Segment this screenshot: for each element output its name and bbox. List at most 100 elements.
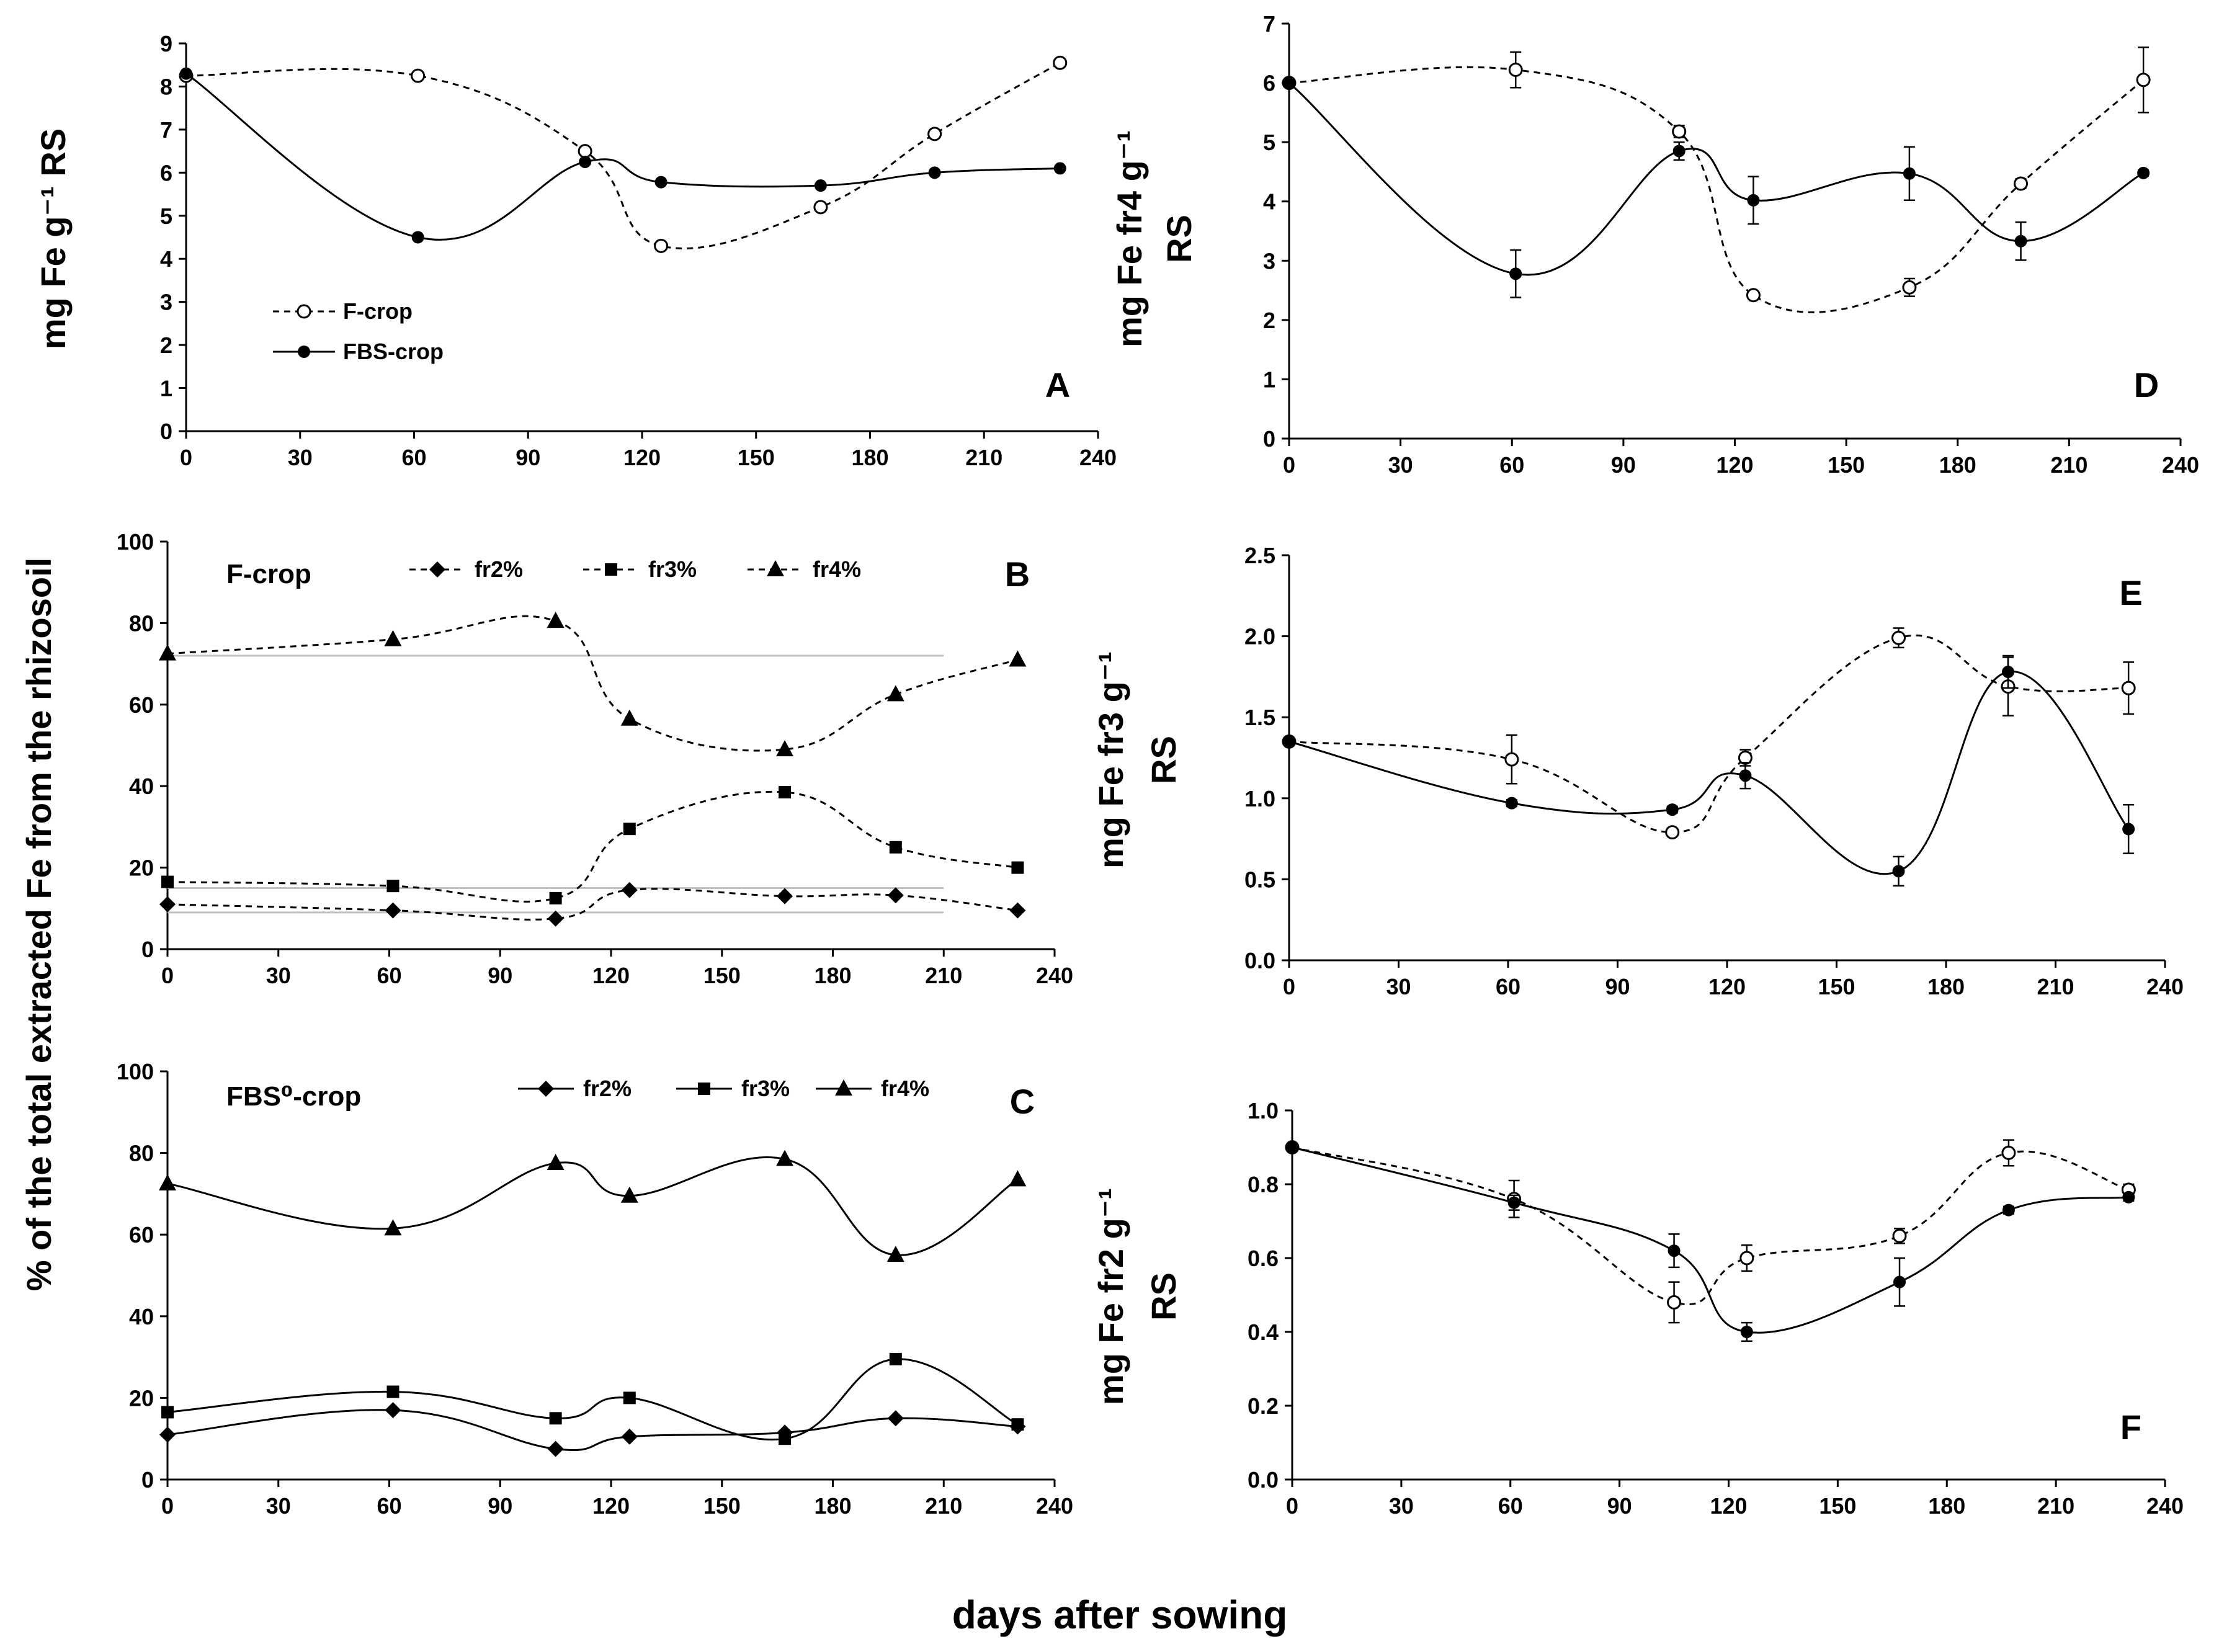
data-point [1892,1228,1907,1243]
data-point [159,1426,176,1443]
x-tick-label: 60 [1498,1493,1523,1519]
panel-label-B: B [1005,555,1030,594]
y-tick-label: 8 [160,74,172,99]
x-tick-label: 0 [1286,1493,1298,1519]
x-tick-label: 180 [851,445,888,470]
x-tick-label: 30 [1388,452,1413,478]
data-point [889,1352,902,1365]
y-tick-label: 5 [160,203,172,229]
legend-label: fr4% [813,556,861,582]
y-axis-label: RS [1144,1272,1183,1321]
data-point [549,891,562,904]
y-tick-label: 1.5 [1244,705,1275,730]
x-tick-label: 120 [592,963,630,988]
data-point [1053,162,1066,175]
x-tick-label: 0 [161,963,174,988]
legend-marker [297,304,311,319]
y-tick-label: 2 [1263,308,1275,333]
y-tick-label: 40 [129,1304,154,1329]
data-point [1739,769,1752,782]
y-tick-label: 0.4 [1248,1319,1279,1345]
x-tick-label: 180 [1928,1493,1965,1519]
data-point [1902,280,1917,295]
data-point [2136,73,2151,87]
legend-label: fr3% [648,556,697,582]
data-point [159,896,176,913]
y-tick-label: 3 [1263,248,1275,274]
legend-marker [538,1081,554,1097]
legend-marker [429,561,445,578]
x-tick-label: 0 [180,445,192,470]
x-tick-label: 30 [266,963,291,988]
data-point [1009,902,1026,919]
series-line-FBS-crop [1292,1146,2129,1334]
data-point [777,888,793,904]
x-tick-label: 60 [377,1493,401,1519]
series-line-F-crop [1292,1146,2129,1306]
y-tick-label: 2.5 [1244,543,1275,568]
legend: fr2% fr3% fr4% [409,556,861,582]
y-axis-label: mg Fe g⁻¹ RS [33,128,73,349]
y-axis-label: RS [1159,215,1199,263]
data-point [1505,797,1518,810]
x-tick-label: 180 [1939,452,1976,478]
y-axis-label: RS [1144,736,1183,784]
data-point [621,1428,638,1445]
data-point [411,68,426,83]
y-tick-label: 6 [1263,71,1275,96]
y-tick-label: 80 [129,1141,154,1166]
data-point [1053,55,1068,70]
data-point [779,1432,792,1445]
data-point [578,144,592,159]
series-line-fr3% [167,790,1018,903]
x-tick-label: 150 [738,445,775,470]
x-tick-label: 60 [1499,452,1524,478]
y-tick-label: 1.0 [1248,1098,1279,1123]
data-point [547,1154,565,1171]
legend-label: fr2% [475,556,523,582]
y-tick-label: 100 [117,529,154,555]
y-tick-label: 0.6 [1248,1246,1279,1271]
series-line-F-crop [1288,634,2129,834]
x-tick-label: 210 [2037,974,2074,999]
y-tick-label: 0 [160,419,172,444]
data-point [1672,145,1685,158]
series-line-FBS-crop [1288,671,2130,875]
y-tick-label: 7 [160,117,172,143]
legend-marker [698,1083,710,1095]
data-point [547,910,564,927]
data-point [886,685,904,702]
data-point [159,644,176,661]
data-point [1668,1244,1681,1257]
y-tick-label: 5 [1263,130,1275,155]
data-point [1747,194,1760,207]
data-point [1667,1295,1682,1310]
data-point [2001,1145,2016,1160]
data-point [386,880,400,893]
data-point [654,176,667,189]
x-tick-label: 150 [703,1493,741,1519]
x-tick-label: 90 [1611,452,1636,478]
y-axis-label: mg Fe fr3 g⁻¹ [1091,651,1130,868]
x-tick-label: 210 [2037,1493,2074,1519]
data-point [547,1440,564,1457]
y-tick-label: 9 [160,31,172,56]
y-tick-label: 100 [117,1059,154,1084]
x-tick-label: 240 [1079,445,1117,470]
y-tick-label: 2 [160,333,172,358]
data-point [654,238,669,253]
data-point [1891,630,1906,645]
panel-label-E: E [2119,573,2142,612]
legend-label: fr2% [583,1076,632,1101]
data-point [159,1174,176,1190]
data-point [1009,1170,1027,1187]
data-point [621,882,638,898]
data-point [180,67,192,80]
data-point [887,887,904,904]
data-point [776,740,794,757]
y-tick-label: 0 [141,937,154,962]
data-point [2002,1203,2015,1217]
data-point [385,1402,401,1419]
x-tick-label: 150 [1819,1493,1856,1519]
data-point [1740,1326,1753,1338]
